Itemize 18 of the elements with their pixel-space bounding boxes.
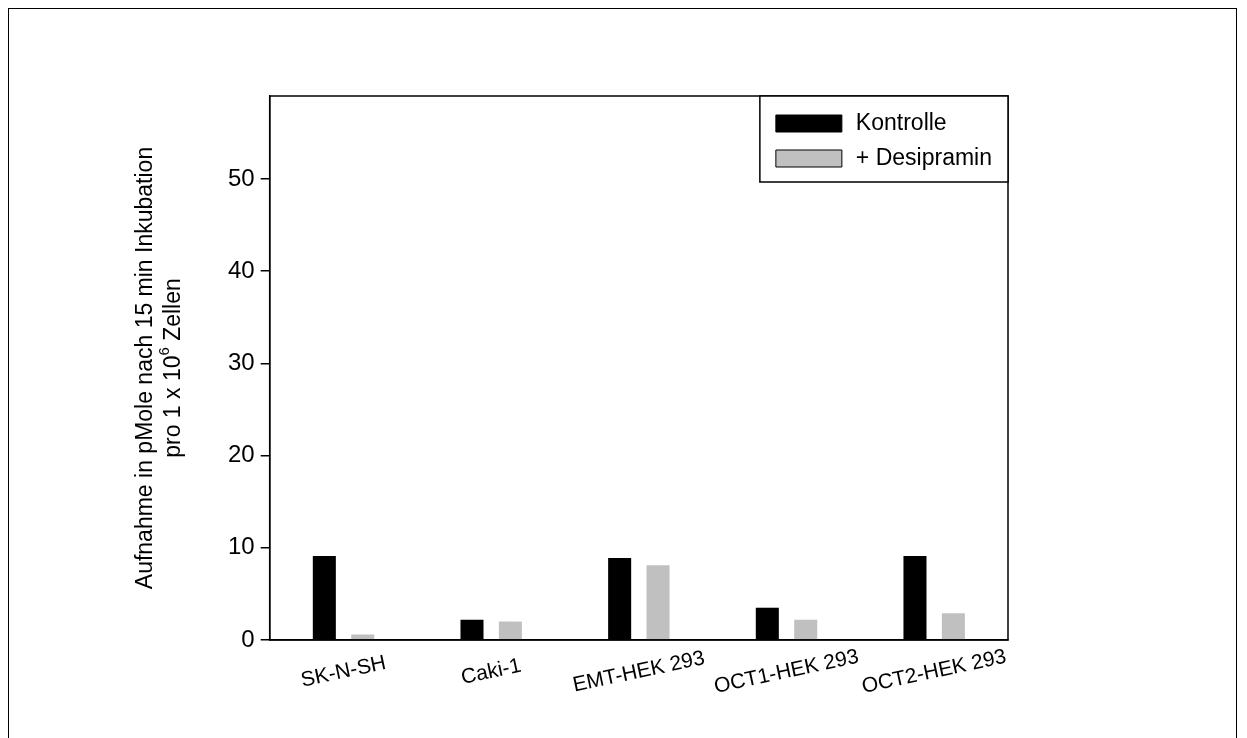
x-tick-label: OCT1-HEK 293 [711, 643, 861, 697]
y-tick-label: 10 [227, 532, 255, 560]
bar [941, 613, 965, 640]
x-tick-label: Caki-1 [458, 652, 523, 688]
x-tick-label: OCT2-HEK 293 [859, 643, 1009, 697]
legend-label: + Desipramin [855, 143, 992, 170]
legend-label: Kontrolle [855, 108, 947, 135]
bar [498, 621, 522, 640]
y-tick-label: 50 [227, 163, 255, 191]
bar [794, 619, 818, 640]
x-tick-label: SK-N-SH [298, 650, 388, 691]
x-tick-label: EMT-HEK 293 [570, 645, 707, 696]
y-tick-label: 20 [227, 440, 255, 468]
y-tick-label: 0 [241, 624, 255, 652]
bar [351, 634, 375, 640]
y-tick-label: 30 [227, 348, 255, 376]
y-tick-label: 40 [227, 255, 255, 283]
bar [646, 565, 670, 640]
